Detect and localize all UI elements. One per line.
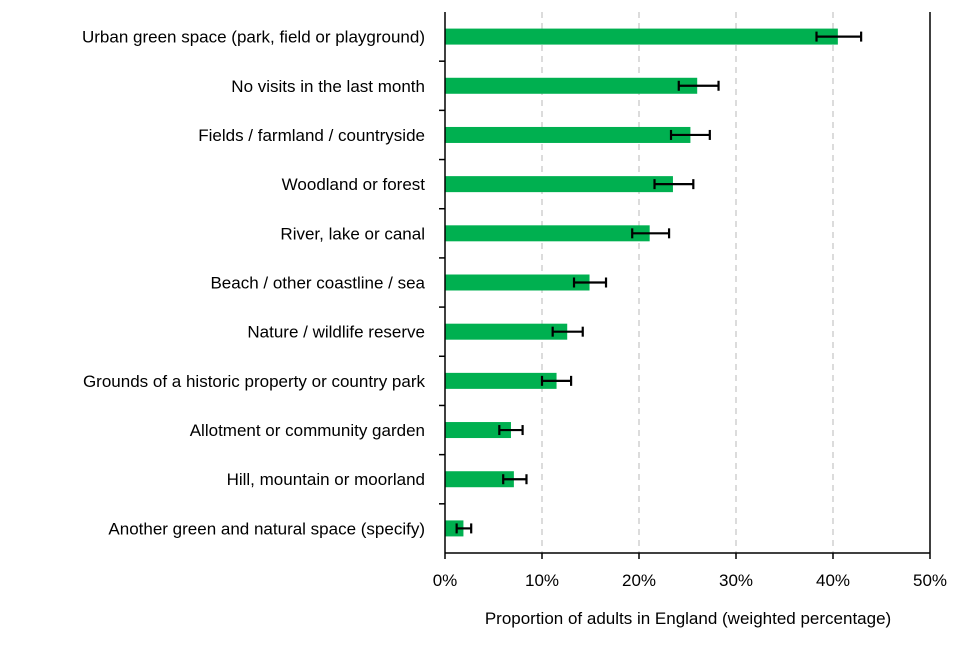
bar <box>445 520 464 537</box>
x-axis-label: Proportion of adults in England (weighte… <box>485 609 891 628</box>
category-label: Hill, mountain or moorland <box>227 470 425 489</box>
category-label: Woodland or forest <box>282 175 426 194</box>
bar <box>445 126 691 143</box>
x-tick-label: 30% <box>719 571 753 590</box>
error-bars <box>455 31 863 534</box>
bar <box>445 323 568 340</box>
x-tick-label: 50% <box>913 571 947 590</box>
x-tick-label: 20% <box>622 571 656 590</box>
category-label: River, lake or canal <box>280 224 425 243</box>
category-label: Beach / other coastline / sea <box>210 274 425 293</box>
bar <box>445 372 557 389</box>
bar <box>445 28 838 45</box>
x-tick-label: 40% <box>816 571 850 590</box>
axes <box>439 12 931 559</box>
bars <box>445 28 838 537</box>
gridlines <box>541 12 834 553</box>
bar <box>445 225 650 242</box>
x-tick-label: 0% <box>433 571 458 590</box>
bar <box>445 274 590 291</box>
category-label: Grounds of a historic property or countr… <box>83 372 426 391</box>
bar <box>445 77 698 94</box>
bar <box>445 422 511 439</box>
category-label: Allotment or community garden <box>190 421 425 440</box>
bar <box>445 176 673 193</box>
x-tick-labels: 0% 10% 20% 30% 40% 50% <box>433 571 947 590</box>
category-label: Nature / wildlife reserve <box>247 323 425 342</box>
category-label: No visits in the last month <box>231 77 425 96</box>
bar <box>445 471 514 488</box>
category-label: Fields / farmland / countryside <box>198 126 425 145</box>
category-label: Another green and natural space (specify… <box>108 519 425 538</box>
category-label: Urban green space (park, field or playgr… <box>82 28 425 47</box>
x-tick-label: 10% <box>525 571 559 590</box>
category-labels: Urban green space (park, field or playgr… <box>82 28 426 539</box>
